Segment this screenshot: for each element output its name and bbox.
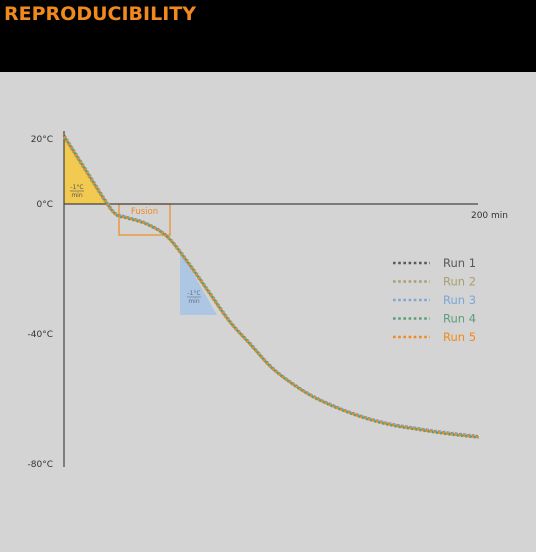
header-bar: REPRODUCIBILITY <box>0 0 536 72</box>
y-tick-labels: 20°C 0°C -40°C -80°C 200 min <box>28 135 508 470</box>
cooling-rate-unit: min <box>71 192 83 199</box>
slope-rate-unit: min <box>188 298 200 305</box>
cooling-rate-label: -1°C <box>70 184 83 191</box>
legend-label-3: Run 3 <box>443 293 476 307</box>
legend-label-1: Run 1 <box>443 256 476 270</box>
page-title: REPRODUCIBILITY <box>4 3 196 25</box>
series-line-2 <box>64 135 480 439</box>
chart-axes <box>63 131 478 467</box>
y-tick-label: 0°C <box>36 200 53 210</box>
legend-label-2: Run 2 <box>443 275 476 289</box>
series-line-3 <box>61 134 477 438</box>
fusion-label: Fusion <box>131 207 158 217</box>
series-line-1 <box>62 135 479 438</box>
series-line-4 <box>63 136 479 439</box>
legend: Run 1 Run 2 Run 3 Run 4 Run 5 <box>393 256 476 344</box>
legend-label-4: Run 4 <box>443 312 476 326</box>
series-lines <box>61 134 480 439</box>
x-end-label: 200 min <box>471 211 508 221</box>
y-tick-label: -80°C <box>28 460 53 470</box>
slope-rate-label: -1°C <box>187 290 200 297</box>
y-tick-label: 20°C <box>31 135 53 145</box>
y-tick-label: -40°C <box>28 330 53 340</box>
series-line-5 <box>62 135 478 439</box>
legend-label-5: Run 5 <box>443 330 476 344</box>
chart-panel <box>0 72 536 552</box>
